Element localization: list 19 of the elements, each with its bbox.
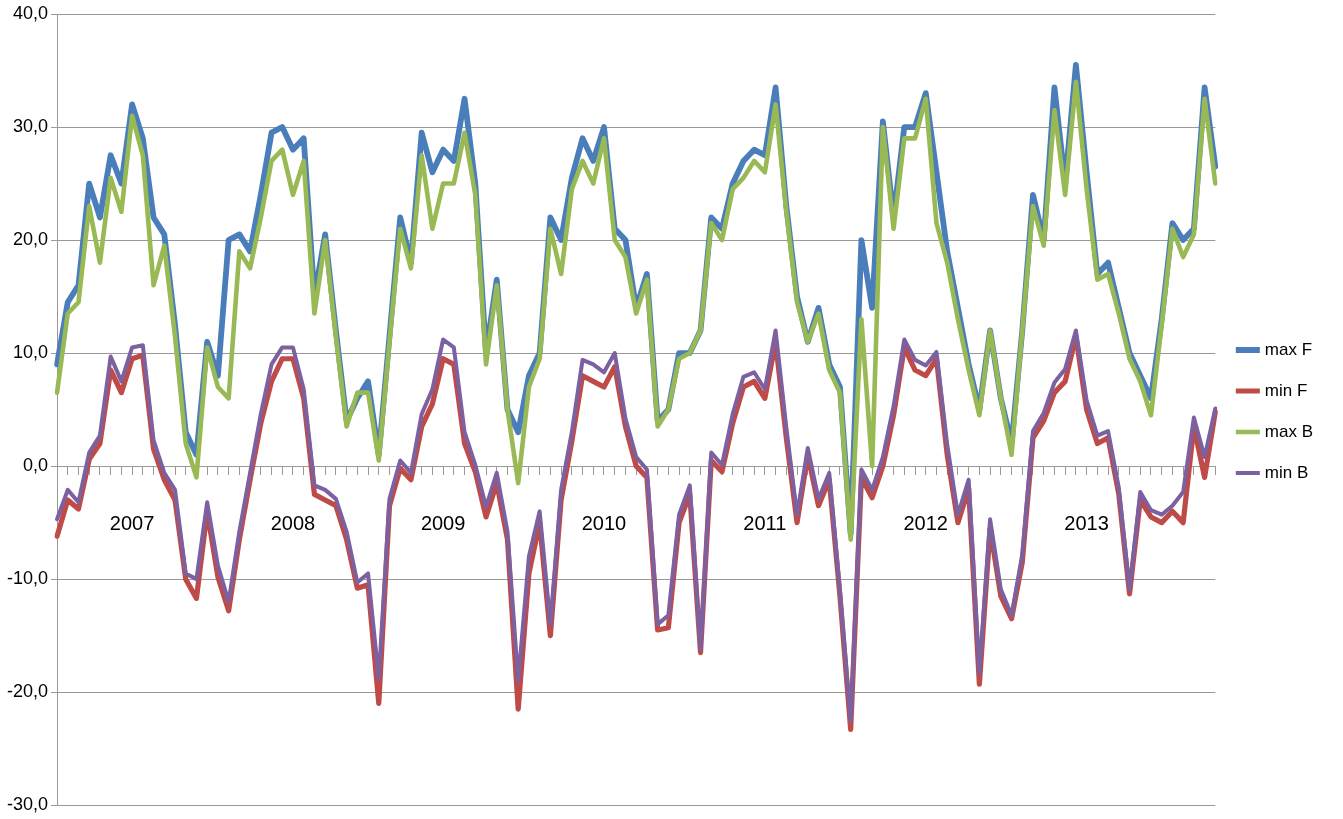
x-tick-label: 2007: [109, 511, 155, 534]
legend-label: min F: [1264, 380, 1308, 400]
legend-label: max F: [1264, 339, 1313, 359]
y-tick-label: -10,0: [7, 568, 49, 589]
y-tick-label: 10,0: [12, 342, 49, 363]
y-tick-label: 20,0: [12, 229, 49, 250]
legend-label: min B: [1264, 462, 1309, 482]
x-tick-label: 2012: [903, 511, 948, 534]
y-tick-label: 30,0: [12, 116, 49, 136]
y-tick-label: 40,0: [12, 2, 49, 23]
x-tick-label: 2011: [743, 511, 787, 534]
legend-label: max B: [1264, 421, 1314, 441]
y-tick-label: 0,0: [23, 455, 49, 476]
y-tick-label: -20,0: [7, 681, 49, 702]
x-tick-label: 2013: [1064, 511, 1109, 534]
x-tick-label: 2009: [420, 511, 466, 534]
y-tick-label: -30,0: [7, 794, 49, 815]
x-tick-label: 2010: [581, 511, 627, 534]
x-tick-label: 2008: [270, 511, 316, 534]
